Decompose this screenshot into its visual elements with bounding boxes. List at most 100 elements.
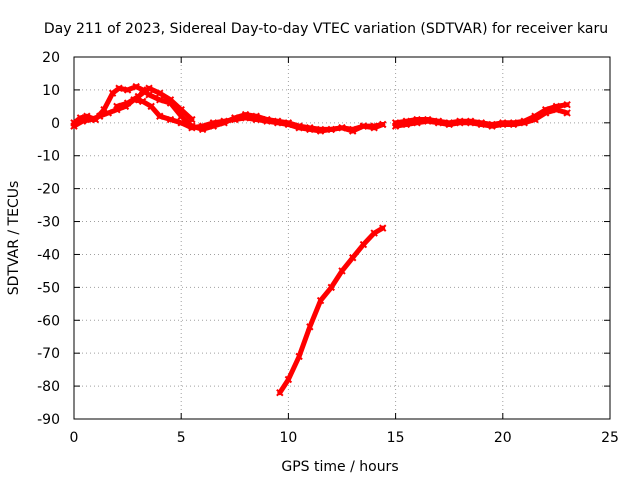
data-point <box>499 120 507 129</box>
data-point <box>156 96 164 104</box>
y-tick-label: -40 <box>37 247 60 263</box>
data-point <box>156 112 164 120</box>
axis-ticks <box>73 56 611 420</box>
data-point <box>520 119 528 127</box>
data-point <box>87 115 95 124</box>
data-point <box>316 127 325 135</box>
data-point <box>349 125 357 134</box>
data-point <box>78 117 87 125</box>
data-point <box>252 115 260 124</box>
data-point <box>113 102 121 111</box>
data-point <box>134 92 143 101</box>
plot-frame <box>73 56 611 420</box>
data-point <box>327 125 335 134</box>
data-point <box>445 120 453 129</box>
data-point <box>166 115 175 124</box>
x-tick-label: 5 <box>177 430 186 446</box>
data-point <box>198 122 207 130</box>
data-point <box>563 109 571 117</box>
chart-title: Day 211 of 2023, Sidereal Day-to-day VTE… <box>44 21 608 37</box>
data-point <box>177 105 185 114</box>
series-track-3 <box>113 84 196 124</box>
data-point <box>456 119 464 127</box>
data-point <box>284 375 293 384</box>
y-tick-label: -20 <box>37 182 60 198</box>
data-point <box>379 120 387 129</box>
data-point <box>177 119 185 127</box>
x-tick-label: 20 <box>494 430 512 446</box>
data-point <box>359 122 368 130</box>
data-point <box>145 84 153 92</box>
tick-labels: 0 5 10 15 20 25 20 10 0 -10 -20 -30 -40 -50 -60 -70 -80 -… <box>37 50 619 446</box>
x-tick-label: 10 <box>279 430 297 446</box>
data-point <box>477 120 486 129</box>
y-tick-label: 0 <box>51 116 60 132</box>
y-tick-label: 20 <box>42 50 60 66</box>
data-series <box>70 82 571 397</box>
data-point <box>273 119 282 127</box>
data-point <box>402 120 411 129</box>
data-point <box>276 388 284 397</box>
data-point <box>306 323 314 331</box>
data-point <box>434 119 443 127</box>
y-tick-label: -80 <box>37 379 60 395</box>
grid-lines <box>74 57 610 419</box>
data-point <box>359 240 368 249</box>
y-axis-label: SDTVAR / TECUs <box>6 181 22 296</box>
y-tick-label: -90 <box>37 412 60 428</box>
data-point <box>295 124 303 132</box>
data-point <box>96 112 104 120</box>
data-point <box>349 254 357 262</box>
data-point <box>391 122 400 130</box>
data-point <box>338 267 346 275</box>
data-point <box>379 224 387 232</box>
data-point <box>552 105 561 114</box>
data-point <box>306 125 314 134</box>
data-point <box>563 101 571 109</box>
y-tick-label: 10 <box>42 83 60 99</box>
data-point <box>541 109 550 117</box>
y-tick-label: -70 <box>37 346 60 362</box>
data-point <box>413 119 421 127</box>
x-tick-label: 25 <box>601 430 619 446</box>
x-tick-label: 0 <box>70 430 79 446</box>
y-tick-label: -10 <box>37 149 60 165</box>
data-point <box>263 117 271 125</box>
data-point <box>327 283 335 292</box>
data-point <box>156 89 164 97</box>
data-point <box>209 119 218 127</box>
data-point <box>188 124 196 132</box>
data-point <box>147 102 155 111</box>
data-point <box>370 229 378 237</box>
data-point <box>284 120 293 129</box>
data-point <box>123 99 132 107</box>
data-point <box>241 114 250 122</box>
y-tick-label: -50 <box>37 280 60 296</box>
data-point <box>370 122 378 130</box>
series-track-6 <box>391 105 571 130</box>
y-tick-label: -60 <box>37 313 60 329</box>
data-point <box>488 122 496 130</box>
data-point <box>424 117 432 125</box>
data-point <box>231 115 239 124</box>
data-point <box>220 117 228 125</box>
data-point <box>104 109 113 117</box>
data-point <box>188 115 196 124</box>
x-axis-label: GPS time / hours <box>281 459 398 475</box>
data-point <box>338 124 346 132</box>
data-point <box>70 122 78 130</box>
data-point <box>509 120 518 129</box>
data-point <box>316 296 325 305</box>
series-track-4 <box>276 224 387 397</box>
data-point <box>295 352 303 361</box>
data-point <box>466 119 475 127</box>
data-point <box>115 84 123 92</box>
data-point <box>123 86 132 94</box>
data-point <box>108 89 117 97</box>
data-point <box>531 115 539 124</box>
y-tick-label: -30 <box>37 215 60 231</box>
data-point <box>132 82 140 91</box>
data-point <box>166 96 175 104</box>
